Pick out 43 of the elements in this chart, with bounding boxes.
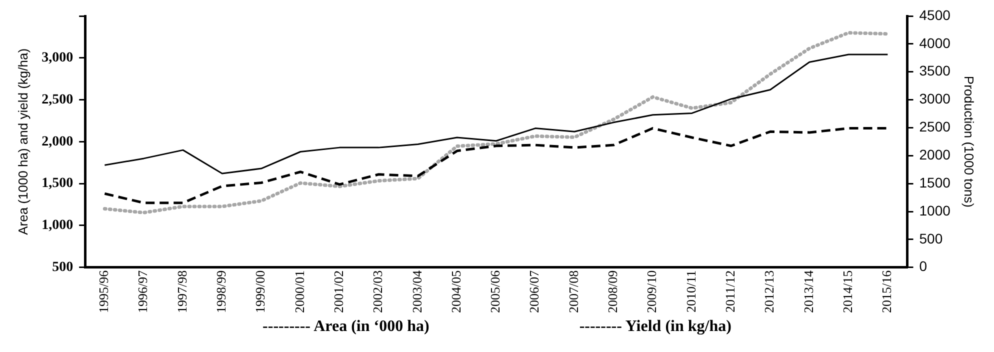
x-tick-label: 2009/10 <box>644 270 660 314</box>
x-tick-label: 2006/07 <box>526 270 542 314</box>
text: -------- Yield (in kg/ha) <box>579 318 732 336</box>
x-tick-label: 1996/97 <box>135 270 150 314</box>
x-tick-label: 2003/04 <box>409 270 424 314</box>
x-tick-label: 2004/05 <box>448 270 464 314</box>
text: --------- Area (in ‘000 ha) <box>262 318 430 336</box>
x-tick-label: 2011/12 <box>722 270 738 313</box>
x-tick-label: 2012/13 <box>762 270 777 314</box>
y2-tick-label: 2500 <box>919 118 951 135</box>
x-tick-label: 1999/00 <box>252 270 268 314</box>
y2-tick-label: 0 <box>919 258 928 274</box>
x-tick-label: 2000/01 <box>292 270 307 314</box>
x-tick-label: 2015/16 <box>879 270 894 314</box>
y2-tick-label: 3000 <box>919 90 951 107</box>
y2-tick-label: 4500 <box>919 6 951 23</box>
y-axis-title: Area (1000 ha) and yield (kg/ha) <box>15 48 30 235</box>
y-tick-label: 2,500 <box>42 92 74 108</box>
y2-tick-label: 2000 <box>919 146 951 163</box>
y-tick-label: 3,000 <box>42 50 74 66</box>
x-tick-label: 2007/08 <box>566 270 581 314</box>
y2-tick-label: 500 <box>919 230 943 246</box>
y-tick-label: 1,000 <box>42 218 74 234</box>
y2-tick-label: 1500 <box>919 174 951 190</box>
x-tick-label: 2005/06 <box>488 270 503 314</box>
y-tick-label: 1,500 <box>42 176 74 192</box>
y-tick-label: 2,000 <box>42 134 74 150</box>
y2-tick-label: 3500 <box>919 62 951 79</box>
y2-tick-label: 4000 <box>919 34 951 51</box>
y2-tick-label: 1000 <box>919 202 951 218</box>
line-series <box>102 31 890 214</box>
x-tick-label: 2013/14 <box>800 270 816 314</box>
x-tick-label: 1998/99 <box>214 270 229 314</box>
line-series <box>103 127 889 204</box>
x-tick-label: 1995/96 <box>96 270 112 314</box>
y-tick-label: 500 <box>52 260 74 275</box>
x-tick-label: 2014/15 <box>840 270 855 314</box>
x-tick-label: 2010/11 <box>683 270 698 313</box>
x-tick-label: 2008/09 <box>605 270 620 314</box>
x-tick-label: 1997/98 <box>174 270 190 314</box>
y2-axis-title: Production (1000 tons) <box>962 76 977 208</box>
x-tick-label: 2002/03 <box>370 270 386 314</box>
x-tick-label: 2001/02 <box>331 270 346 314</box>
